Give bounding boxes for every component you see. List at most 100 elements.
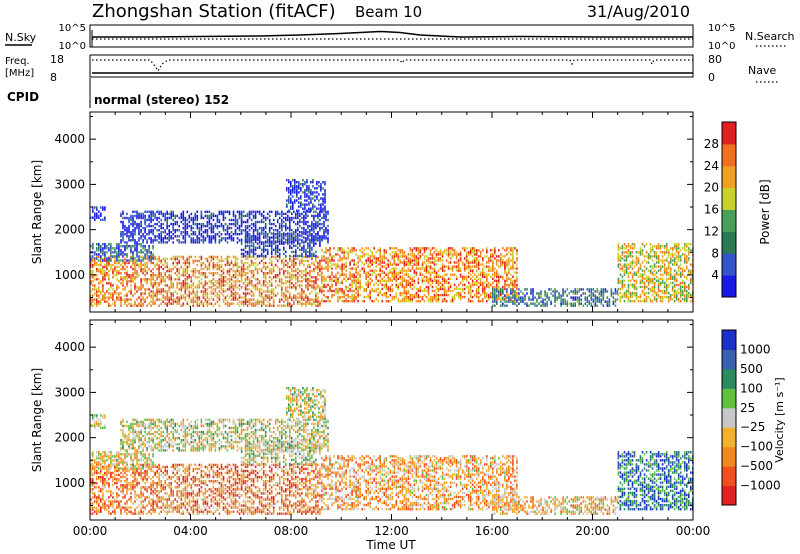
echo-cell bbox=[425, 247, 428, 250]
echo-cell bbox=[264, 236, 267, 239]
echo-cell bbox=[425, 271, 428, 274]
echo-cell bbox=[375, 275, 377, 278]
echo-cell bbox=[312, 203, 314, 206]
echo-cell bbox=[477, 295, 480, 299]
echo-cell bbox=[303, 278, 305, 281]
echo-cell bbox=[120, 239, 122, 242]
echo-cell bbox=[321, 271, 323, 274]
echo-cell bbox=[627, 255, 630, 258]
echo-cell bbox=[433, 261, 436, 264]
echo-cell bbox=[216, 261, 219, 265]
echo-cell bbox=[433, 295, 436, 299]
echo-cell bbox=[144, 257, 146, 260]
echo-cell bbox=[228, 233, 231, 236]
echo-cell bbox=[353, 293, 355, 297]
echo-cell bbox=[96, 255, 98, 259]
echo-cell bbox=[506, 300, 508, 303]
echo-cell bbox=[224, 290, 227, 293]
freq-label-line1: Freq. bbox=[5, 56, 30, 67]
echo-cell bbox=[455, 285, 458, 289]
echo-cell bbox=[272, 292, 275, 295]
echo-cell bbox=[142, 226, 144, 230]
echo-cell bbox=[258, 254, 261, 258]
echo-cell bbox=[291, 250, 293, 254]
echo-cell bbox=[301, 216, 303, 220]
echo-cell bbox=[443, 293, 446, 297]
echo-cell bbox=[411, 277, 414, 280]
echo-cell bbox=[473, 293, 476, 297]
echo-cell bbox=[158, 237, 160, 240]
echo-cell bbox=[417, 281, 420, 285]
echo-cell bbox=[180, 233, 183, 236]
echo-cell bbox=[200, 216, 203, 220]
echo-cell bbox=[554, 296, 556, 299]
echo-cell bbox=[230, 302, 233, 305]
echo-cell bbox=[471, 259, 474, 262]
echo-cell bbox=[142, 247, 144, 250]
echo-cell bbox=[196, 216, 199, 220]
echo-cell bbox=[486, 255, 488, 258]
echo-cell bbox=[224, 298, 227, 301]
echo-cell bbox=[192, 267, 195, 271]
echo-cell bbox=[112, 296, 114, 299]
echo-cell bbox=[357, 293, 359, 297]
echo-cell bbox=[395, 273, 398, 276]
echo-cell bbox=[463, 283, 466, 287]
echo-cell bbox=[369, 281, 371, 285]
echo-cell bbox=[387, 273, 390, 276]
echo-cell bbox=[132, 220, 134, 224]
echo-cell bbox=[116, 296, 118, 299]
echo-cell bbox=[417, 267, 420, 270]
echo-cell bbox=[106, 282, 108, 285]
echo-cell bbox=[309, 265, 311, 269]
echo-cell bbox=[176, 298, 178, 301]
echo-cell bbox=[210, 280, 213, 283]
echo-cell bbox=[234, 233, 237, 236]
echo-cell bbox=[548, 296, 550, 299]
echo-cell bbox=[276, 229, 279, 232]
echo-cell bbox=[156, 229, 158, 232]
echo-cell bbox=[303, 229, 305, 232]
echo-cell bbox=[291, 246, 293, 249]
echo-cell bbox=[415, 249, 418, 252]
echo-cell bbox=[98, 269, 100, 273]
echo-cell bbox=[621, 265, 624, 268]
echo-cell bbox=[132, 245, 134, 248]
echo-cell bbox=[504, 295, 506, 299]
echo-cell bbox=[208, 222, 211, 226]
echo-cell bbox=[357, 291, 359, 295]
echo-cell bbox=[166, 233, 168, 236]
echo-cell bbox=[90, 280, 92, 283]
echo-cell bbox=[234, 290, 237, 293]
echo-cell bbox=[260, 248, 263, 252]
echo-cell bbox=[329, 249, 331, 252]
echo-cell bbox=[331, 293, 333, 297]
echo-cell bbox=[120, 267, 122, 271]
echo-cell bbox=[118, 280, 120, 283]
echo-cell bbox=[122, 298, 124, 301]
echo-cell bbox=[248, 292, 251, 295]
echo-cell bbox=[206, 231, 209, 234]
echo-cell bbox=[148, 245, 150, 248]
echo-cell bbox=[313, 286, 315, 289]
echo-cell bbox=[230, 290, 233, 293]
echo-cell bbox=[325, 267, 327, 270]
echo-cell bbox=[142, 259, 144, 262]
echo-cell bbox=[96, 243, 98, 246]
echo-cell bbox=[216, 220, 219, 224]
echo-cell bbox=[319, 210, 321, 213]
echo-cell bbox=[623, 263, 626, 266]
echo-cell bbox=[369, 293, 371, 297]
echo-cell bbox=[270, 269, 273, 273]
echo-cell bbox=[629, 261, 632, 264]
echo-cell bbox=[317, 224, 319, 228]
echo-cell bbox=[254, 267, 257, 271]
echo-cell bbox=[353, 275, 355, 278]
echo-cell bbox=[212, 231, 215, 234]
echo-cell bbox=[371, 263, 373, 266]
echo-cell bbox=[254, 246, 257, 249]
echo-cell bbox=[274, 276, 277, 279]
echo-cell bbox=[337, 289, 339, 293]
echo-cell bbox=[419, 255, 422, 258]
echo-cell bbox=[228, 274, 231, 277]
